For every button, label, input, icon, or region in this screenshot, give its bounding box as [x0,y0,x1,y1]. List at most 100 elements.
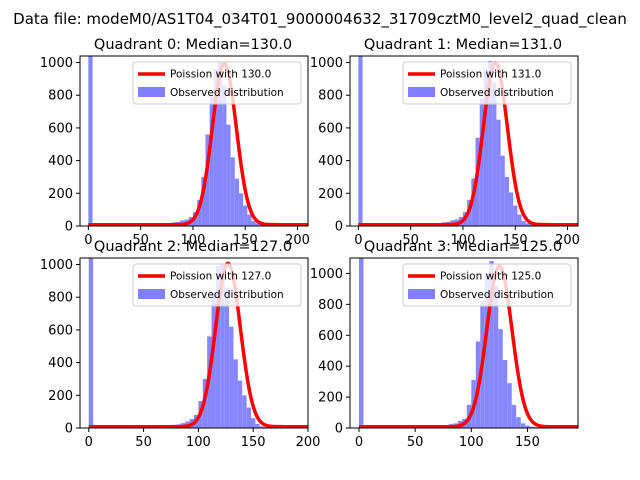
x-tick-label: 200 [296,435,321,450]
observed-legend-swatch [138,87,165,97]
histogram-bar [213,69,219,226]
quadrant-1-panel: Quadrant 1: Median=131.0 0 50 100 150 200 0 20… [310,37,580,248]
histogram-bar [197,199,202,226]
histogram-bar [211,292,216,428]
y-tick-label: 0 [65,422,73,437]
histogram-bar [511,404,517,428]
histogram-bar [500,155,505,226]
histogram-bar [88,56,93,226]
legend-frame [402,61,572,105]
histogram-bar [479,98,484,226]
poisson-legend-label: Poission with 131.0 [440,69,541,81]
histogram-bar [226,124,231,226]
histogram-bar [215,266,221,428]
x-tick-label: 200 [555,233,580,248]
x-tick-label: 50 [407,435,424,450]
histogram-bar [504,176,509,226]
x-tick-label: 100 [451,233,476,248]
histogram-bar [229,326,234,428]
y-tick-label: 1000 [40,258,73,273]
histogram-bar [234,178,239,226]
histogram-bar [88,258,94,428]
y-tick-label: 200 [48,389,73,404]
histogram-bar [220,264,225,428]
quadrant-3-panel: Quadrant 3: Median=125.0 0 50 100 150 0 200 40… [310,239,579,450]
histogram-bar [493,285,499,428]
histogram-bar [247,214,252,226]
y-tick-label: 600 [318,121,343,136]
histogram-bar [520,423,526,428]
observed-legend-label: Observed distribution [170,289,284,301]
x-tick-label: 100 [186,435,211,450]
y-tick-label: 400 [318,154,343,169]
histogram-bar [251,221,256,226]
poisson-legend-label: Poission with 127.0 [170,271,271,283]
y-tick-label: 400 [48,356,73,371]
quadrant-1-title: Quadrant 1: Median=131.0 [364,37,562,53]
observed-legend-label: Observed distribution [440,289,554,301]
histogram-bar [525,223,530,226]
histogram-bar [488,60,493,227]
quadrant-2-panel: Quadrant 2: Median=127.0 0 50 100 150 200 0 20… [40,239,321,450]
quadrant-3-legend: Poission with 125.0 Observed distributio… [402,263,572,307]
x-tick-label: 200 [285,233,310,248]
y-tick-label: 400 [318,360,343,375]
observed-legend-label: Observed distribution [440,87,554,99]
histogram-bar [243,205,248,226]
histogram-bar [242,395,247,428]
y-tick-label: 800 [318,298,343,313]
x-tick-label: 0 [354,233,362,248]
x-tick-label: 100 [181,233,206,248]
quadrant-3-marks: 0 50 100 150 0 200 400 600 800 1000 [310,257,579,450]
x-tick-label: 150 [241,435,266,450]
y-tick-label: 600 [48,323,73,338]
quadrant-0-panel: Quadrant 0: Median=130.0 0 50 100 150 200 0 20… [40,37,310,248]
quadrant-2-marks: 0 50 100 150 200 0 200 400 600 800 1000 [40,257,321,450]
axes-frame [349,257,579,429]
quadrant-3-title: Quadrant 3: Median=125.0 [364,239,562,255]
observed-legend-swatch [138,289,165,299]
x-tick-label: 100 [459,435,484,450]
legend-frame [132,263,302,307]
observed-legend-label: Observed distribution [170,87,284,99]
y-tick-label: 200 [48,187,73,202]
histogram-bar [205,134,210,226]
histogram-bar [358,258,364,428]
legend-frame [402,263,572,307]
quadrant-0-legend: Poission with 130.0 Observed distributio… [132,61,302,105]
poisson-curve [87,61,309,227]
y-tick-label: 1000 [310,267,343,282]
y-tick-label: 0 [335,220,343,235]
histogram-bar [484,273,490,428]
histogram-bar [502,360,508,428]
histogram-bar [508,192,514,226]
x-tick-label: 50 [402,233,419,248]
histogram-bar [222,85,227,226]
y-tick-label: 200 [318,391,343,406]
histogram-bar [251,418,256,428]
histogram-bar [496,119,501,226]
axes-frame [349,55,579,227]
x-tick-label: 150 [503,233,528,248]
histogram-bar [246,407,251,428]
histogram-bar [471,178,476,226]
poisson-curve [358,264,579,429]
quadrant-0-marks: 0 50 100 150 200 0 200 400 600 800 1000 [40,55,310,248]
axes-frame [79,257,309,429]
histogram-bar [230,157,235,226]
histogram-bar [237,380,243,428]
y-tick-label: 0 [335,422,343,437]
x-tick-label: 0 [355,435,363,450]
x-tick-label: 150 [515,435,540,450]
histogram-bar [529,224,535,226]
poisson-legend-label: Poission with 125.0 [440,271,541,283]
x-tick-label: 150 [233,233,258,248]
quadrant-1-legend: Poission with 131.0 Observed distributio… [402,61,572,105]
histogram-bar [238,193,244,226]
histogram-bar [224,287,230,428]
x-tick-label: 50 [135,435,152,450]
y-tick-label: 600 [48,121,73,136]
histogram-bar [255,423,260,428]
histogram-bar [489,261,494,428]
legend-frame [132,61,302,105]
